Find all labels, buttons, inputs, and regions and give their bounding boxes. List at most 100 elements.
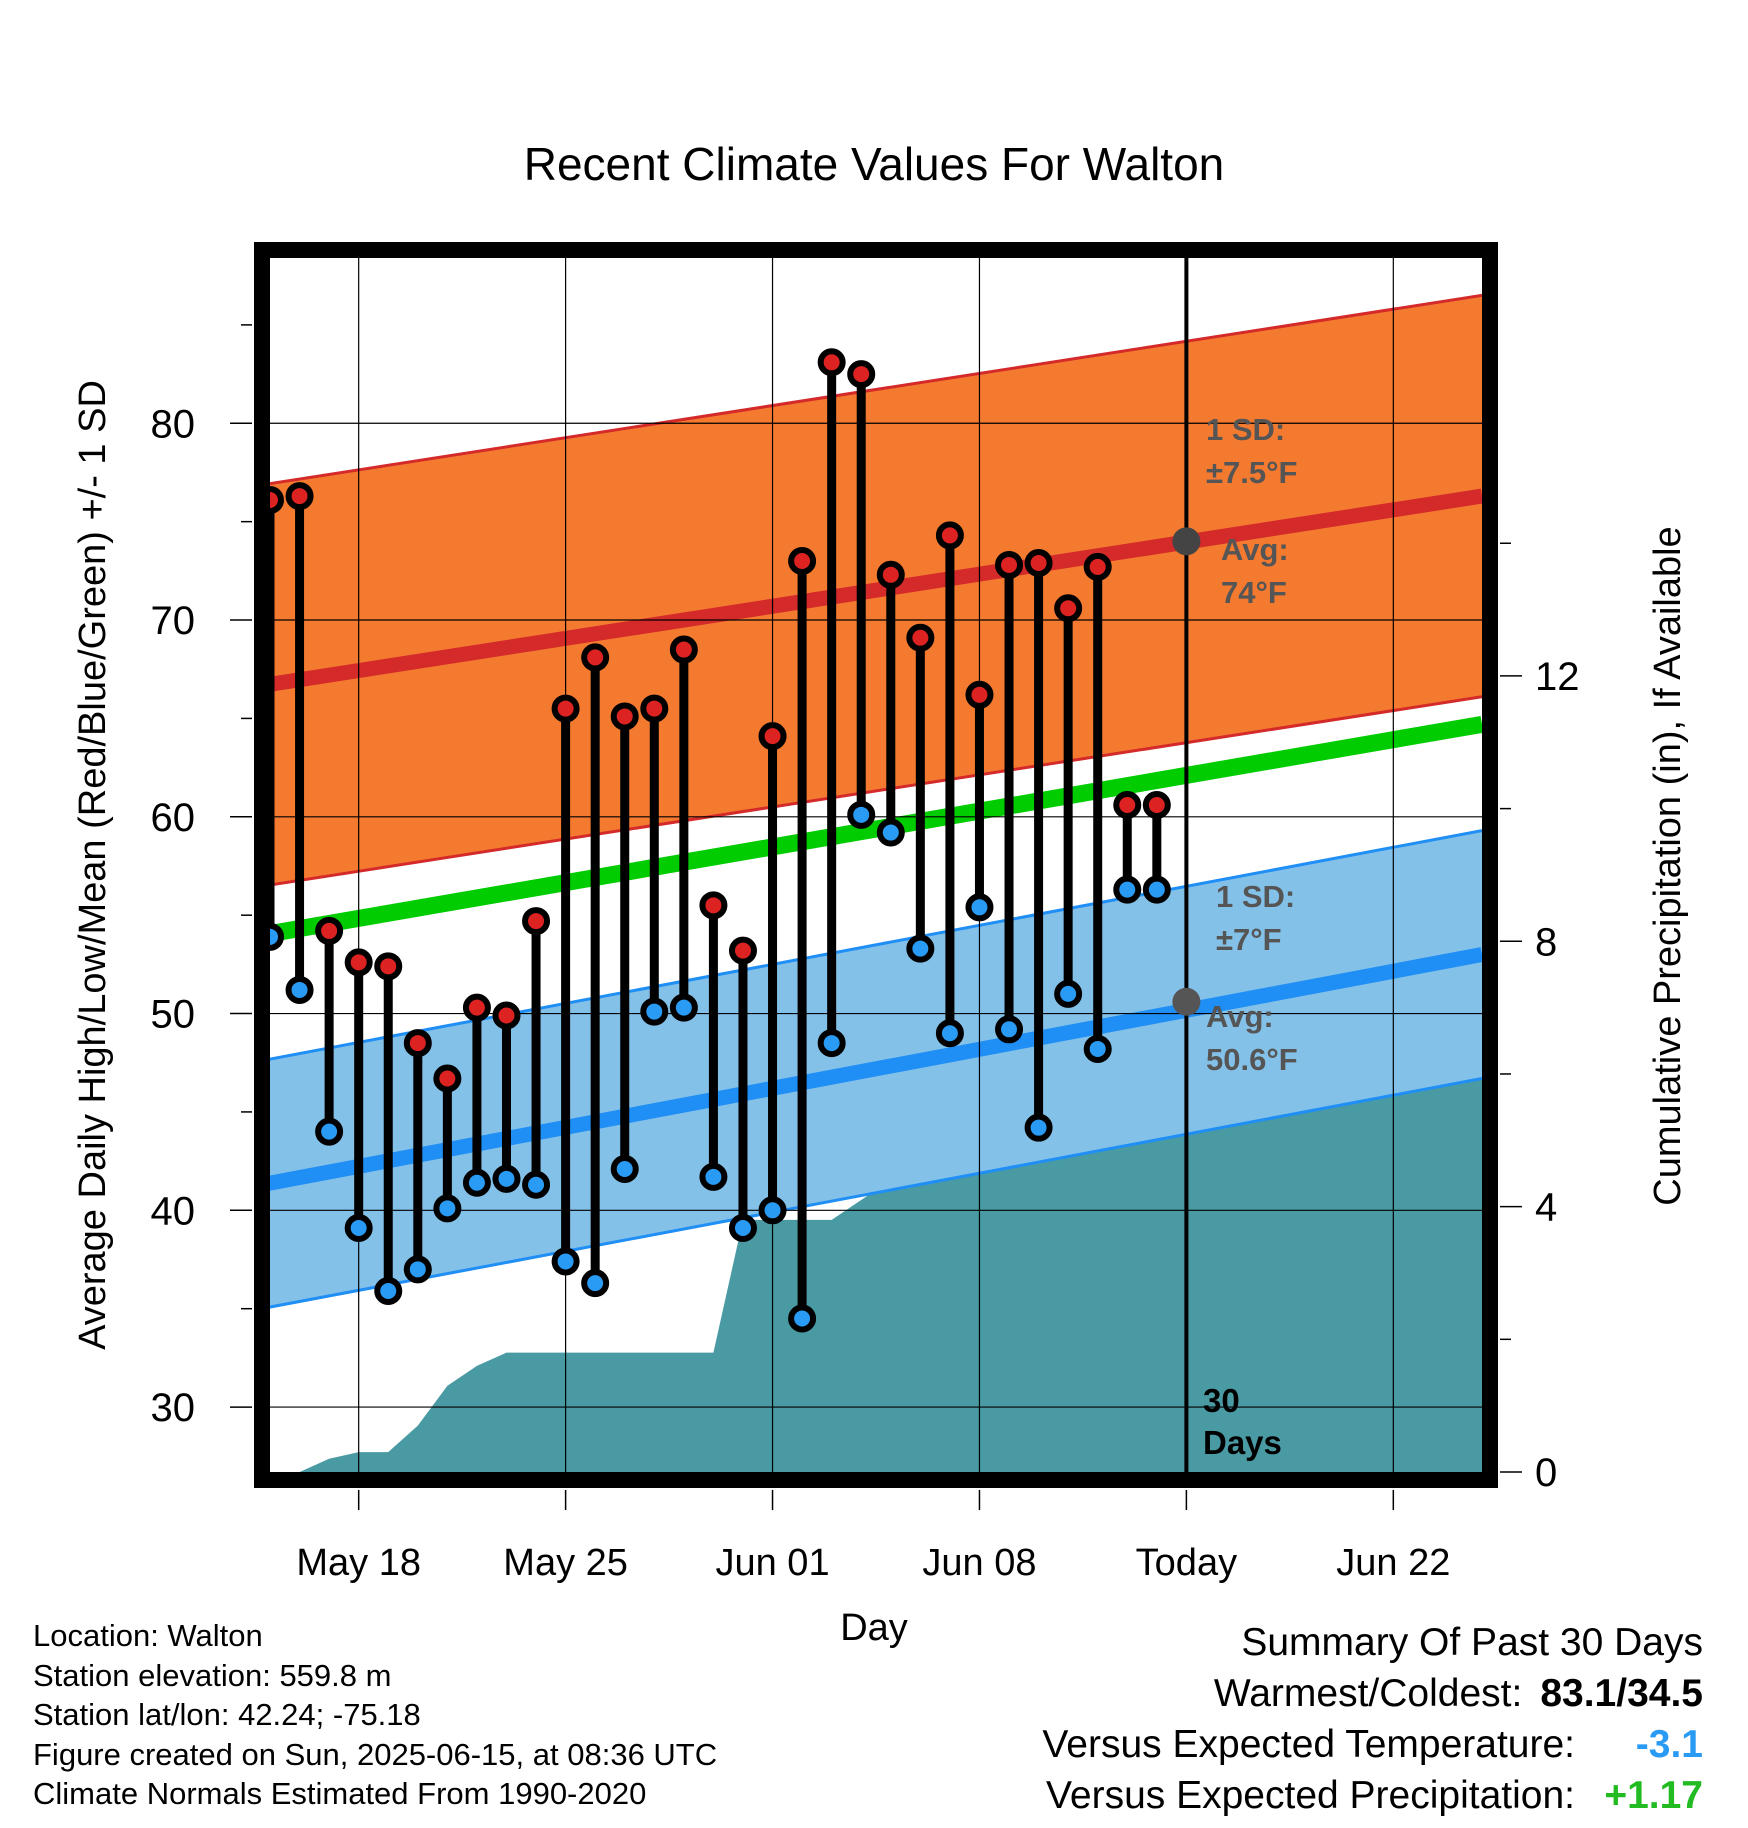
- summary-row-temperature: Versus Expected Temperature: -3.1: [1042, 1719, 1703, 1770]
- y-axis-label: Average Daily High/Low/Mean (Red/Blue/Gr…: [72, 380, 114, 1350]
- info-elevation: Station elevation: 559.8 m: [33, 1657, 392, 1693]
- info-location: Location: Walton: [33, 1618, 263, 1653]
- y2-tick-label: 12: [1535, 655, 1580, 699]
- high-point: [669, 635, 698, 664]
- summary-value: -3.1: [1635, 1723, 1703, 1766]
- low-point: [433, 1194, 462, 1223]
- high-point: [315, 916, 344, 945]
- high-point: [965, 680, 994, 709]
- y-tick-label: 80: [151, 402, 196, 446]
- high-point: [581, 643, 610, 672]
- high-point: [551, 694, 580, 723]
- high-point: [492, 1001, 521, 1030]
- low-point: [374, 1276, 403, 1305]
- x-tick-label: May 25: [503, 1542, 628, 1584]
- info-created: Figure created on Sun, 2025-06-15, at 08…: [33, 1736, 718, 1772]
- y2-axis-label: Cumulative Precipitation (in), If Availa…: [1647, 526, 1689, 1205]
- low-point: [995, 1015, 1024, 1044]
- plot-area: [270, 258, 1482, 1472]
- summary-label: Versus Expected Precipitation:: [1046, 1774, 1575, 1817]
- low-point: [492, 1164, 521, 1193]
- info-latlon: Station lat/lon: 42.24; -75.18: [33, 1697, 421, 1732]
- low-point: [403, 1255, 432, 1284]
- y-tick-label: 30: [151, 1386, 196, 1430]
- days-label: Days: [1203, 1424, 1282, 1461]
- high-point: [1083, 552, 1112, 581]
- low-point: [640, 997, 669, 1026]
- low-point: [1024, 1113, 1053, 1142]
- summary-heading: Summary Of Past 30 Days: [1241, 1621, 1703, 1664]
- low-point: [581, 1269, 610, 1298]
- low-sd-label: 1 SD:: [1216, 879, 1295, 914]
- chart-title: Recent Climate Values For Walton: [524, 138, 1225, 190]
- low-point: [315, 1117, 344, 1146]
- low-point: [285, 975, 314, 1004]
- high-point: [935, 521, 964, 550]
- low-point: [847, 800, 876, 829]
- y-tick-label: 60: [151, 796, 196, 840]
- low-point: [906, 934, 935, 963]
- high-avg-value: 74°F: [1221, 575, 1287, 610]
- x-tick-label: Jun 22: [1336, 1542, 1450, 1584]
- high-point: [1113, 790, 1142, 819]
- y2-tick-label: 8: [1535, 920, 1557, 964]
- x-tick-label: May 18: [296, 1542, 421, 1584]
- high-point: [1024, 548, 1053, 577]
- summary-row-warmest-coldest: Warmest/Coldest: 83.1/34.5: [1042, 1668, 1703, 1719]
- high-point: [788, 547, 817, 576]
- x-axis-label: Day: [840, 1607, 908, 1649]
- low-avg-label: Avg:: [1206, 999, 1274, 1034]
- high-point: [285, 482, 314, 511]
- station-info: Location: Walton Station elevation: 559.…: [33, 1616, 717, 1814]
- info-normals: Climate Normals Estimated From 1990-2020: [33, 1776, 647, 1811]
- summary-panel: Summary Of Past 30 Days Warmest/Coldest:…: [1042, 1617, 1703, 1821]
- high-point: [270, 486, 284, 515]
- low-sd-band-upper-edge: [270, 829, 1482, 1061]
- mean-line: [270, 715, 1482, 943]
- low-point: [876, 818, 905, 847]
- low-sd-value: ±7°F: [1216, 922, 1282, 957]
- x-tick-label: Jun 08: [922, 1542, 1036, 1584]
- low-point: [935, 1019, 964, 1048]
- high-point: [344, 948, 373, 977]
- low-point: [270, 922, 284, 951]
- low-point: [965, 893, 994, 922]
- high-point: [728, 936, 757, 965]
- summary-row-precipitation: Versus Expected Precipitation: +1.17: [1042, 1770, 1703, 1821]
- x-tick-label: Today: [1136, 1542, 1237, 1584]
- today-low-average-marker: [1172, 987, 1201, 1016]
- high-sd-value: ±7.5°F: [1206, 455, 1297, 490]
- low-point: [1113, 875, 1142, 904]
- high-point: [758, 722, 787, 751]
- low-point: [610, 1154, 639, 1183]
- high-sd-label: 1 SD:: [1206, 412, 1285, 447]
- high-point: [906, 623, 935, 652]
- precipitation-area: [270, 1040, 1482, 1472]
- low-point: [669, 993, 698, 1022]
- high-point: [522, 907, 551, 936]
- summary-label: Versus Expected Temperature:: [1042, 1723, 1575, 1766]
- low-point: [728, 1214, 757, 1243]
- low-point: [758, 1196, 787, 1225]
- high-point: [699, 891, 728, 920]
- y-tick-label: 40: [151, 1189, 196, 1233]
- low-point: [1054, 979, 1083, 1008]
- summary-label: Warmest/Coldest:: [1213, 1672, 1523, 1715]
- low-avg-value: 50.6°F: [1206, 1042, 1298, 1077]
- low-point: [788, 1304, 817, 1333]
- high-point: [610, 702, 639, 731]
- high-point: [640, 694, 669, 723]
- high-point: [847, 360, 876, 389]
- low-sd-band-lower-edge: [270, 1077, 1482, 1309]
- high-point: [374, 952, 403, 981]
- x-tick-label: Jun 01: [715, 1542, 829, 1584]
- high-point: [1142, 790, 1171, 819]
- y2-tick-label: 0: [1535, 1451, 1557, 1495]
- high-point: [995, 550, 1024, 579]
- high-point: [433, 1064, 462, 1093]
- high-point: [403, 1029, 432, 1058]
- low-point: [817, 1029, 846, 1058]
- low-point: [551, 1247, 580, 1276]
- today-high-average-marker: [1172, 527, 1201, 556]
